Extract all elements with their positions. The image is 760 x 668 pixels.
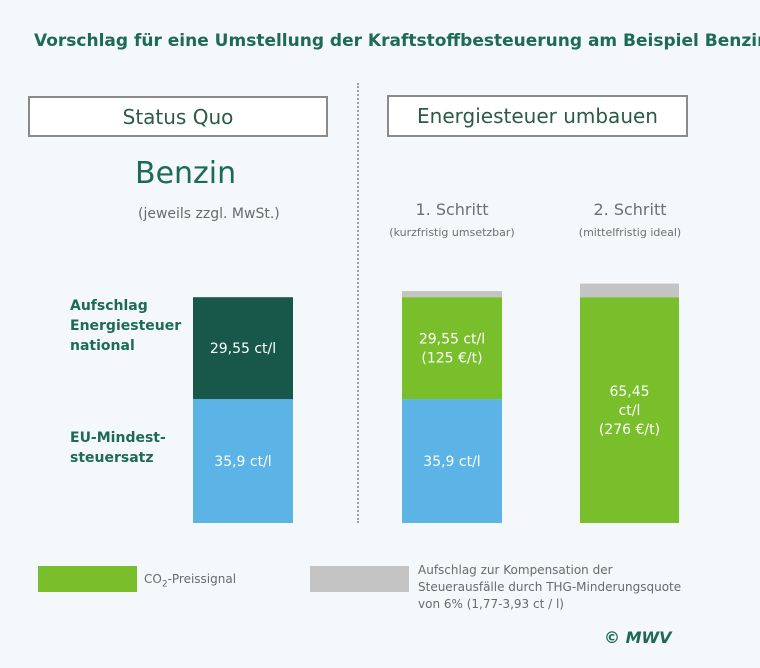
bar-segment-lime-green-3 — [580, 297, 679, 523]
step-2-title: 2. Schritt — [593, 200, 667, 219]
row-label-eu-minimum-line: steuersatz — [70, 450, 154, 466]
bar-value-label: (125 €/t) — [421, 351, 482, 367]
legend-compensation-line: Aufschlag zur Kompensation der — [418, 563, 613, 577]
row-label-surcharge: Aufschlag Energiesteuer national — [70, 296, 181, 356]
legend-label-co2: CO2-Preissignal — [144, 571, 236, 593]
bar-value-label: 29,55 ct/l — [210, 341, 276, 357]
chart-title: Vorschlag für eine Umstellung der Krafts… — [34, 31, 760, 51]
row-label-eu-minimum: EU-Mindest- steuersatz — [70, 428, 166, 468]
legend-compensation-line: von 6% (1,77-3,93 ct / l) — [418, 597, 564, 611]
row-label-surcharge-line: Aufschlag — [70, 298, 148, 314]
step-1-subtitle: (kurzfristig umsetzbar) — [389, 226, 515, 239]
bar-segment-light-blue-1 — [193, 399, 293, 523]
bar-value-label: (276 €/t) — [599, 422, 660, 438]
legend-label-compensation: Aufschlag zur Kompensation der Steueraus… — [418, 562, 681, 613]
section-divider — [357, 83, 359, 523]
bar-segment-light-blue-2 — [402, 399, 502, 523]
step-1-title: 1. Schritt — [415, 200, 489, 219]
header-status-quo: Status Quo — [28, 96, 328, 137]
row-label-surcharge-line: Energiesteuer — [70, 318, 182, 334]
bar-value-label: 29,55 ct/l — [419, 332, 485, 348]
bar-segment-dark-green-1 — [193, 297, 293, 400]
bar-segment-gray-2 — [402, 291, 502, 298]
bar-value-label: ct/l — [619, 403, 641, 419]
bar-value-label: 65,45 — [609, 384, 649, 400]
legend-swatch-compensation — [310, 566, 409, 592]
row-label-eu-minimum-line: EU-Mindest- — [70, 430, 166, 446]
legend-compensation-line: Steuerausfälle durch THG-Minderungsquote — [418, 580, 682, 594]
step-2-subtitle: (mittelfristig ideal) — [578, 226, 682, 239]
header-reform: Energiesteuer umbauen — [387, 95, 688, 137]
legend-co2-sub: 2 — [161, 579, 168, 590]
fuel-note: (jeweils zzgl. MwSt.) — [138, 206, 280, 222]
legend-co2-suffix: -Preissignal — [167, 572, 237, 586]
bar-value-label: 35,9 ct/l — [214, 454, 271, 470]
legend-co2-prefix: CO — [144, 572, 162, 586]
row-label-surcharge-line: national — [70, 338, 135, 354]
bar-segment-gray-3 — [580, 283, 679, 298]
fuel-name: Benzin — [135, 156, 237, 191]
bar-segment-lime-green-2 — [402, 297, 502, 400]
bar-value-label: 35,9 ct/l — [423, 454, 480, 470]
legend-swatch-co2 — [38, 566, 137, 592]
copyright-logo: © MWV — [604, 628, 672, 647]
